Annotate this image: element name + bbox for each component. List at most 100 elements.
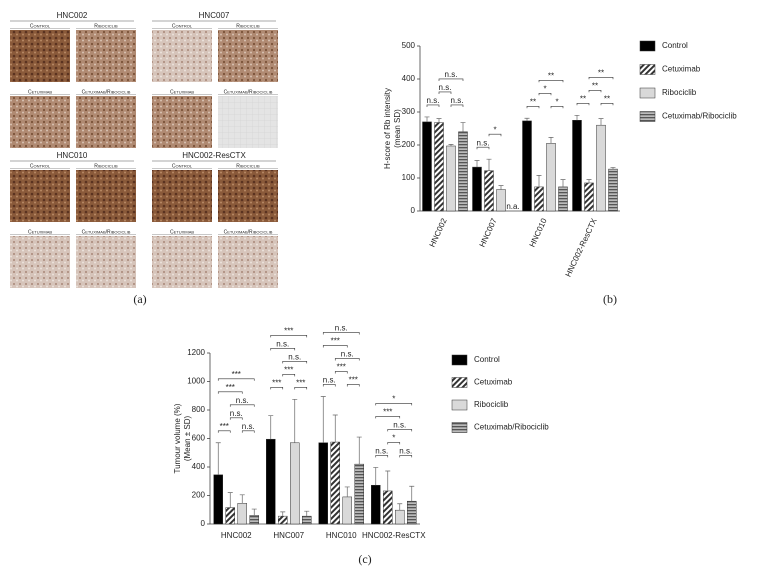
- significance-bracket: [270, 387, 284, 390]
- significance-label: n.s.: [451, 96, 464, 105]
- bar: [249, 515, 259, 525]
- image-label: Control: [30, 163, 51, 169]
- bar: [330, 441, 340, 525]
- error-bar: [598, 118, 604, 126]
- significance-bracket: [576, 103, 590, 106]
- error-bar: [251, 508, 257, 516]
- significance-bracket: [550, 105, 564, 109]
- x-tick-label: HNC002: [428, 216, 449, 248]
- bar: [422, 121, 432, 212]
- bar: [354, 463, 364, 525]
- significance-label: *: [555, 97, 558, 106]
- significance-label: n.s.: [242, 422, 255, 431]
- tissue-image: [76, 30, 136, 82]
- legend-swatch: [451, 422, 468, 433]
- significance-bracket: [375, 416, 401, 419]
- significance-label: n.s.: [323, 376, 336, 385]
- error-bar: [292, 398, 298, 443]
- significance-label: ***: [226, 383, 235, 392]
- error-bar: [536, 175, 542, 187]
- y-tick-label: 500: [402, 41, 416, 50]
- significance-label: ***: [349, 376, 358, 385]
- y-axis-label: Tumour volume (%): [173, 403, 182, 473]
- significance-label: **: [598, 68, 604, 77]
- y-axis-label: (mean SD): [393, 109, 402, 148]
- error-bar: [344, 486, 350, 497]
- significance-bracket: [282, 374, 296, 377]
- error-bar: [486, 158, 492, 171]
- bar: [225, 507, 235, 525]
- y-tick-label: 600: [192, 434, 206, 443]
- error-bar: [320, 396, 326, 443]
- significance-label: n.s.: [477, 138, 490, 147]
- error-bar: [610, 167, 616, 170]
- significance-bracket: [426, 104, 440, 107]
- error-bar: [498, 185, 504, 190]
- significance-label: n.s.: [393, 421, 406, 430]
- legend-label: Cetuximab/Ribociclib: [662, 112, 737, 121]
- error-bar: [436, 118, 442, 123]
- significance-bracket: [538, 92, 552, 96]
- significance-bracket: [217, 391, 243, 394]
- tissue-image: [152, 236, 212, 288]
- x-tick-label: HNC002-ResCTX: [362, 531, 426, 540]
- annotation: n.a.: [506, 202, 519, 211]
- bar: [496, 189, 506, 212]
- significance-bracket: [600, 103, 614, 106]
- significance-label: ***: [284, 326, 293, 335]
- error-bar: [460, 122, 466, 132]
- bar: [522, 120, 532, 212]
- significance-label: **: [580, 94, 586, 103]
- error-bar: [239, 494, 245, 504]
- image-label: Cetuximab/Ribociclib: [224, 229, 273, 235]
- significance-bracket: [538, 79, 564, 83]
- legend-swatch: [451, 354, 468, 366]
- bar: [302, 515, 312, 525]
- image-label: Ribociclib: [236, 23, 260, 29]
- significance-label: **: [530, 97, 536, 106]
- error-bar: [356, 436, 362, 465]
- bar: [266, 438, 276, 525]
- bar: [407, 500, 417, 525]
- significance-bracket: [270, 348, 296, 351]
- significance-label: n.s.: [230, 409, 243, 418]
- significance-bracket: [346, 384, 360, 387]
- error-bar: [586, 179, 592, 183]
- y-tick-label: 400: [192, 462, 206, 471]
- y-tick-label: 400: [402, 74, 416, 83]
- bar: [237, 503, 247, 525]
- significance-label: n.s.: [445, 70, 458, 79]
- image-label: Cetuximab: [170, 89, 194, 95]
- bar: [434, 122, 444, 212]
- bar: [371, 484, 381, 525]
- y-tick-label: 1000: [187, 377, 205, 386]
- image-label: Ribociclib: [236, 163, 260, 169]
- significance-label: ***: [383, 408, 392, 417]
- significance-label: ***: [337, 363, 346, 372]
- y-tick-label: 0: [411, 206, 416, 215]
- significance-bracket: [322, 332, 360, 335]
- tissue-image: [76, 96, 136, 148]
- bar: [318, 442, 328, 525]
- bar: [572, 120, 582, 212]
- significance-label: n.s.: [276, 339, 289, 348]
- legend-label: Control: [474, 355, 500, 364]
- image-label: Control: [30, 23, 51, 29]
- significance-bracket: [229, 404, 255, 407]
- significance-bracket: [322, 384, 336, 387]
- significance-bracket: [399, 455, 413, 458]
- significance-bracket: [334, 358, 360, 361]
- significance-label: n.s.: [335, 324, 348, 333]
- image-label: Control: [172, 163, 193, 169]
- significance-label: ***: [232, 370, 241, 379]
- significance-label: **: [604, 94, 610, 103]
- tissue-image: [10, 170, 70, 222]
- bar: [446, 145, 456, 212]
- significance-bracket: [588, 90, 602, 93]
- error-bar: [448, 143, 454, 146]
- x-tick-label: HNC010: [528, 216, 549, 248]
- significance-bracket: [375, 403, 413, 406]
- tissue-image: [218, 30, 278, 82]
- significance-label: n.s.: [288, 352, 301, 361]
